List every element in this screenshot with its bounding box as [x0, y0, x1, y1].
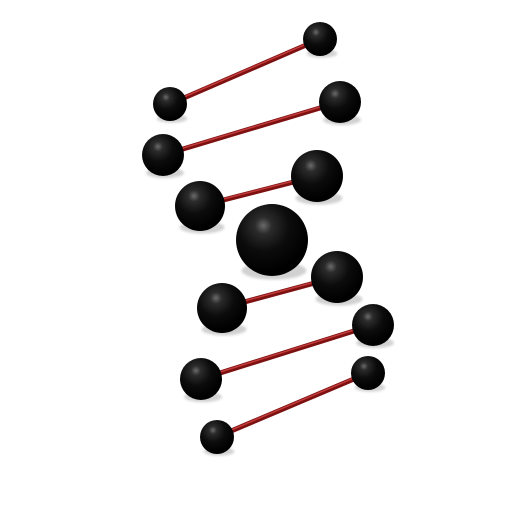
bond-rod	[167, 36, 323, 107]
bond-rod-highlight	[169, 37, 321, 104]
atom-sphere	[303, 22, 337, 56]
atom-sphere	[352, 304, 394, 346]
bond-rod	[160, 99, 343, 158]
atom-sphere	[142, 134, 184, 176]
atom-sphere	[175, 181, 225, 231]
atom-sphere	[351, 356, 385, 390]
atom-sphere	[153, 87, 187, 121]
atom-sphere	[200, 420, 234, 454]
atom-group	[142, 22, 394, 456]
atom-sphere	[319, 81, 361, 123]
atom-sphere	[197, 283, 247, 333]
atom-sphere	[180, 358, 222, 400]
bond-rod-highlight	[216, 371, 369, 437]
atom-sphere	[311, 251, 363, 303]
bond-rod-highlight	[162, 100, 341, 155]
central-atom-sphere	[236, 204, 308, 276]
atom-sphere	[291, 150, 343, 202]
bond-rod	[198, 322, 376, 382]
bond-rod	[214, 370, 371, 440]
bond-rod-highlight	[200, 323, 374, 379]
